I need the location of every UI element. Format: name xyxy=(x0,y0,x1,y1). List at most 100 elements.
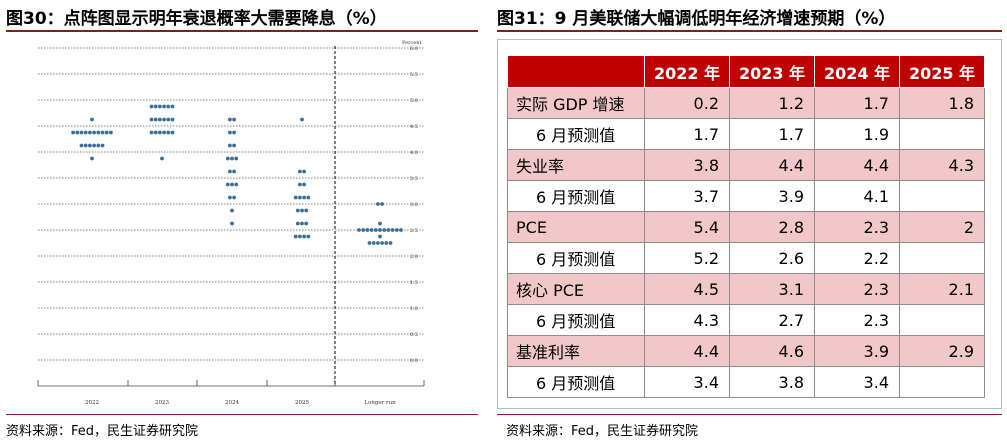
table-cell: 4.4 xyxy=(644,335,730,367)
dot-marker xyxy=(300,221,304,226)
dot-marker xyxy=(232,117,237,122)
dot-marker xyxy=(306,195,311,200)
dot-marker xyxy=(230,156,234,161)
dot-marker xyxy=(371,241,376,245)
table-row: 实际 GDP 增速 0.2 1.2 1.7 1.8 xyxy=(507,87,985,119)
table-cell xyxy=(899,304,985,336)
dot-marker xyxy=(388,241,393,245)
dot-marker xyxy=(232,130,237,135)
dot-marker xyxy=(302,182,306,187)
table-cell: 2.3 xyxy=(814,273,900,305)
dot-marker xyxy=(399,228,403,232)
table-cell: 2 xyxy=(899,211,985,243)
dot-plot-chart: 0.0 0.5 1.0 1.5 2.0 2.5 3.0 3.5 4.0 4.5 5.0 5.5 6.0P… xyxy=(37,40,425,406)
dot-marker xyxy=(376,202,380,206)
dot-marker xyxy=(295,221,300,226)
table-cell: 4.4 xyxy=(729,149,815,181)
dot-marker xyxy=(234,156,239,161)
table-cell: 3.9 xyxy=(729,180,815,212)
dot-marker xyxy=(92,143,96,148)
table-cell: 3.4 xyxy=(814,366,900,398)
dot-marker xyxy=(298,169,302,174)
table-cell: 2.7 xyxy=(729,304,815,336)
left-source-rule xyxy=(6,414,478,415)
table-cell: 5.2 xyxy=(644,242,730,274)
dot-marker xyxy=(293,195,298,200)
table-header-cell: 2022 年 xyxy=(644,55,730,88)
table-cell: 3.8 xyxy=(729,366,815,398)
dot-marker xyxy=(228,169,232,174)
y-tick-label: 3.5 xyxy=(410,176,418,182)
forecast-table: 2022 年 2023 年 2024 年 2025 年 实际 GDP 增速 0.2… xyxy=(507,55,985,398)
dot-marker xyxy=(234,182,239,187)
left-chart-title: 图30：点阵图显示明年衰退概率大需要降息（%） xyxy=(6,9,387,29)
dot-marker xyxy=(232,169,237,174)
dot-marker xyxy=(357,228,361,232)
dot-marker xyxy=(153,130,158,135)
table-row: 6 月预测值 4.3 2.7 2.3 xyxy=(507,304,985,336)
dot-marker xyxy=(90,156,94,161)
dot-marker xyxy=(230,208,234,213)
dot-marker xyxy=(228,143,232,148)
y-tick-label: 0.5 xyxy=(410,332,418,338)
dot-marker xyxy=(88,130,92,135)
row-label: 6 月预测值 xyxy=(507,180,645,212)
dot-marker xyxy=(369,228,374,232)
dot-marker xyxy=(382,228,387,232)
dot-marker xyxy=(75,130,80,135)
table-row: 6 月预测值 1.7 1.7 1.9 xyxy=(507,118,985,150)
dot-marker xyxy=(295,208,300,213)
table-cell: 3.1 xyxy=(729,273,815,305)
table-cell: 1.7 xyxy=(644,118,730,150)
dot-marker xyxy=(170,117,175,122)
table-header-cell: 2025 年 xyxy=(899,55,985,88)
dot-marker xyxy=(298,234,302,239)
dot-marker xyxy=(228,195,232,200)
table-cell: 2.3 xyxy=(814,304,900,336)
y-tick-label: 3.0 xyxy=(410,202,418,208)
right-source-rule xyxy=(497,414,1002,415)
dot-marker xyxy=(79,143,84,148)
dot-marker xyxy=(96,143,101,148)
dot-marker xyxy=(149,104,154,109)
left-title-rule xyxy=(6,30,478,32)
y-tick-label: 0.0 xyxy=(410,358,418,364)
dot-marker xyxy=(90,117,94,122)
table-row: 6 月预测值 3.7 3.9 4.1 xyxy=(507,180,985,212)
table-cell: 4.1 xyxy=(814,180,900,212)
x-category-label: 2024 xyxy=(225,400,239,406)
dot-marker xyxy=(306,234,311,239)
dot-marker xyxy=(83,143,88,148)
dot-marker xyxy=(298,182,302,187)
dot-marker xyxy=(88,143,92,148)
table-cell: 3.4 xyxy=(644,366,730,398)
dot-marker xyxy=(367,241,372,245)
table-cell: 2.1 xyxy=(899,273,985,305)
table-header-cell: 2023 年 xyxy=(729,55,815,88)
dot-marker xyxy=(394,228,399,232)
dot-marker xyxy=(225,182,230,187)
dot-marker xyxy=(298,195,302,200)
dot-marker xyxy=(100,143,105,148)
row-label: 核心 PCE xyxy=(507,273,645,305)
y-tick-label: 4.5 xyxy=(410,124,418,130)
table-cell: 3.7 xyxy=(644,180,730,212)
dot-marker xyxy=(293,234,298,239)
table-cell: 2.8 xyxy=(729,211,815,243)
table-cell: 2.9 xyxy=(899,335,985,367)
dot-marker xyxy=(104,130,109,135)
table-cell: 1.2 xyxy=(729,87,815,119)
dot-marker xyxy=(109,130,113,135)
table-cell: 2.6 xyxy=(729,242,815,274)
dot-marker xyxy=(153,104,158,109)
dot-marker xyxy=(166,130,171,135)
table-cell xyxy=(899,366,985,398)
dot-marker xyxy=(228,117,232,122)
dot-marker xyxy=(158,130,162,135)
table-row: PCE 5.4 2.8 2.3 2 xyxy=(507,211,985,243)
table-cell: 1.8 xyxy=(899,87,985,119)
table-cell: 4.6 xyxy=(729,335,815,367)
x-category-label: Longer run xyxy=(364,400,396,406)
dot-marker xyxy=(170,130,175,135)
table-cell: 3.8 xyxy=(644,149,730,181)
